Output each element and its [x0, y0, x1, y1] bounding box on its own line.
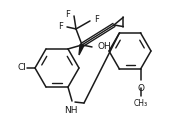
Text: F: F	[65, 10, 70, 19]
Text: Cl: Cl	[18, 63, 27, 72]
Text: O: O	[137, 84, 144, 93]
Text: CH₃: CH₃	[133, 99, 148, 108]
Text: F: F	[58, 22, 63, 31]
Text: NH: NH	[64, 106, 78, 115]
Text: F: F	[94, 15, 99, 24]
Text: OH: OH	[98, 43, 112, 51]
Polygon shape	[79, 44, 84, 55]
